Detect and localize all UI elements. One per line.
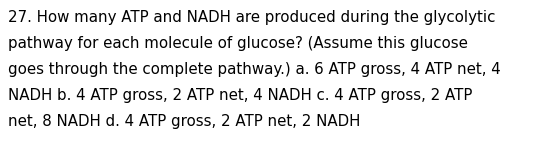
- Text: NADH b. 4 ATP gross, 2 ATP net, 4 NADH c. 4 ATP gross, 2 ATP: NADH b. 4 ATP gross, 2 ATP net, 4 NADH c…: [8, 88, 473, 103]
- Text: goes through the complete pathway.) a. 6 ATP gross, 4 ATP net, 4: goes through the complete pathway.) a. 6…: [8, 62, 501, 77]
- Text: 27. How many ATP and NADH are produced during the glycolytic: 27. How many ATP and NADH are produced d…: [8, 10, 496, 25]
- Text: pathway for each molecule of glucose? (Assume this glucose: pathway for each molecule of glucose? (A…: [8, 36, 468, 51]
- Text: net, 8 NADH d. 4 ATP gross, 2 ATP net, 2 NADH: net, 8 NADH d. 4 ATP gross, 2 ATP net, 2…: [8, 114, 360, 129]
